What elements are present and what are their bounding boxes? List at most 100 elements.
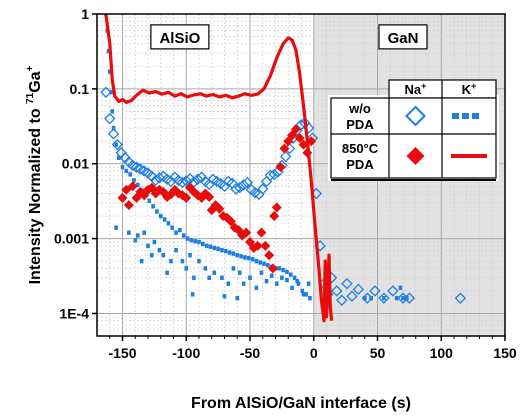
series-k_wo-point bbox=[193, 239, 197, 244]
x-tick-label: 50 bbox=[370, 345, 386, 361]
series-k_wo-point bbox=[136, 233, 140, 238]
series-k_wo-point bbox=[285, 269, 289, 275]
series-k_wo-point bbox=[382, 295, 386, 301]
series-na_wo-point bbox=[153, 172, 166, 184]
series-k_wo-point bbox=[262, 261, 266, 267]
series-k_wo-point bbox=[281, 267, 285, 273]
legend-header-k: K+ bbox=[462, 81, 477, 97]
series-k_wo-point bbox=[136, 182, 140, 188]
series-k_wo-point bbox=[362, 295, 367, 301]
series-k_wo-point bbox=[223, 248, 228, 254]
series-k_wo-point bbox=[269, 273, 274, 278]
series-k_wo-point bbox=[239, 254, 243, 259]
series-k_wo-point bbox=[197, 239, 201, 245]
region-1-label: GaN bbox=[388, 30, 419, 47]
series-na_wo-point bbox=[387, 285, 399, 297]
series-na_wo-point bbox=[241, 176, 254, 189]
legend-row-0-line2: PDA bbox=[346, 117, 374, 132]
series-k_wo-point bbox=[178, 227, 182, 233]
series-k_wo-point bbox=[174, 230, 178, 235]
series-k_wo-point bbox=[264, 278, 269, 284]
y-axis-title-prefix: Intensity Normalized to bbox=[27, 104, 44, 284]
series-k_wo-point bbox=[188, 253, 192, 258]
series-k_wo-point bbox=[241, 281, 246, 286]
series-k_wo-point bbox=[185, 236, 190, 241]
series-na_850-point bbox=[123, 200, 134, 211]
region-1-label-box bbox=[378, 24, 428, 50]
series-k_wo-point bbox=[235, 295, 240, 301]
series-na_wo-point bbox=[218, 180, 231, 192]
series-na_wo-point bbox=[107, 128, 120, 140]
series-k_wo-point bbox=[114, 225, 118, 230]
series-k_wo-point bbox=[248, 275, 252, 280]
series-k_wo-point bbox=[116, 155, 121, 161]
series-k_wo-point bbox=[120, 164, 125, 170]
series-na_850-point bbox=[204, 191, 215, 202]
series-k_wo-point bbox=[201, 241, 205, 247]
series-na_wo-point bbox=[100, 86, 112, 99]
y-tick-label: 0.001 bbox=[54, 231, 89, 247]
series-na_wo-point bbox=[257, 183, 269, 195]
series-k_wo-point bbox=[180, 258, 185, 264]
series-na_wo-point bbox=[336, 294, 348, 306]
series-na_850-point bbox=[248, 242, 259, 253]
y-axis-title-sup: 71 bbox=[25, 92, 36, 104]
series-na_wo-point bbox=[104, 112, 116, 125]
y-tick-label: 0.01 bbox=[62, 156, 89, 172]
series-k_wo-point bbox=[133, 238, 138, 243]
series-k_wo-point bbox=[285, 277, 289, 283]
series-na_wo-point bbox=[352, 283, 365, 296]
series-na_850-point bbox=[275, 162, 286, 173]
series-k_wo-point bbox=[132, 178, 136, 183]
series-k_wo-point bbox=[405, 295, 409, 301]
series-k_wo-point bbox=[170, 225, 175, 230]
y-tick-label: 1 bbox=[81, 6, 89, 22]
x-tick-label: -50 bbox=[240, 345, 260, 361]
series-k_wo-point bbox=[222, 294, 227, 299]
series-k_wo-point bbox=[192, 275, 196, 280]
series-k_wo-point bbox=[292, 275, 297, 280]
series-k_wo-point bbox=[246, 255, 251, 261]
series-k_wo-point bbox=[290, 285, 294, 291]
series-k_wo-point bbox=[174, 247, 178, 253]
series-k_wo-point bbox=[147, 198, 152, 203]
series-k_wo-point bbox=[231, 266, 236, 271]
series-k_wo-point bbox=[254, 258, 259, 264]
series-na_wo-point bbox=[176, 176, 189, 189]
series-k_wo-point bbox=[155, 209, 159, 214]
series-k_wo-point bbox=[124, 168, 129, 174]
series-k_wo-point bbox=[243, 255, 247, 260]
x-tick-label: 0 bbox=[310, 345, 318, 361]
series-k_850 bbox=[104, 14, 334, 323]
series-k_wo-point bbox=[238, 270, 242, 275]
series-na_850-point bbox=[214, 203, 225, 214]
series-na_wo-point bbox=[234, 181, 246, 194]
x-tick-label: -100 bbox=[172, 345, 200, 361]
series-k_wo-point bbox=[398, 285, 403, 291]
series-k_wo-point bbox=[157, 247, 162, 253]
series-na_850-point bbox=[181, 192, 192, 203]
series-k_wo bbox=[104, 14, 409, 301]
series-k_wo-point bbox=[139, 258, 144, 264]
series-na_wo-point bbox=[180, 175, 192, 187]
series-k_wo-point bbox=[106, 48, 111, 54]
series-k_wo-point bbox=[296, 281, 301, 286]
series-k_wo-point bbox=[250, 257, 255, 262]
series-k_wo-point bbox=[204, 243, 209, 249]
series-k_wo-point bbox=[304, 292, 308, 297]
series-k_wo-point bbox=[184, 266, 189, 271]
x-tick-label: -150 bbox=[108, 345, 136, 361]
series-k_wo-point bbox=[110, 109, 115, 114]
series-na_850-point bbox=[241, 227, 252, 238]
series-na_wo-point bbox=[237, 179, 250, 191]
series-k_wo-point bbox=[401, 295, 405, 301]
x-tick-label: 100 bbox=[430, 345, 454, 361]
series-na_wo-point bbox=[230, 183, 242, 195]
legend-row-0-k-marker-1 bbox=[462, 113, 469, 119]
axes: -150 -100 -50 0 50 100 150 1E-4 0.001 0.01 0.1 1 bbox=[54, 6, 517, 361]
series-k_wo-point bbox=[231, 251, 236, 256]
series-k_wo-point bbox=[212, 245, 217, 251]
series-k_wo-point bbox=[158, 213, 163, 219]
series-na_wo-point bbox=[454, 292, 467, 304]
series-k_wo-point bbox=[142, 230, 146, 235]
